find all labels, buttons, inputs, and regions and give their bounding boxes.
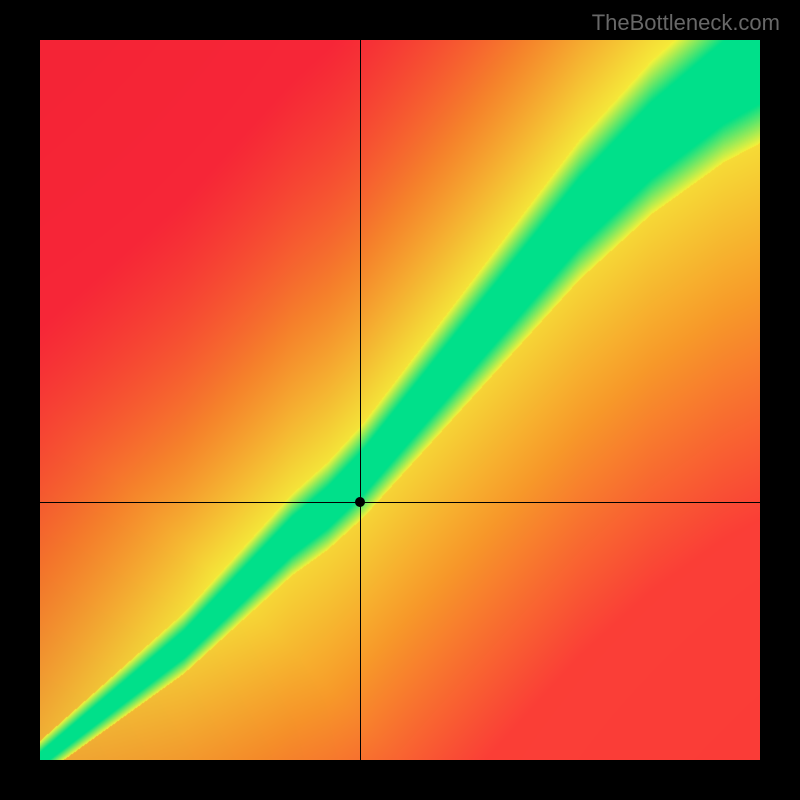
chart-container: TheBottleneck.com (0, 0, 800, 800)
plot-area (40, 40, 760, 760)
heatmap-canvas (40, 40, 760, 760)
marker-dot (355, 497, 365, 507)
crosshair-vertical (360, 40, 361, 760)
crosshair-horizontal (40, 502, 760, 503)
watermark-text: TheBottleneck.com (592, 10, 780, 36)
